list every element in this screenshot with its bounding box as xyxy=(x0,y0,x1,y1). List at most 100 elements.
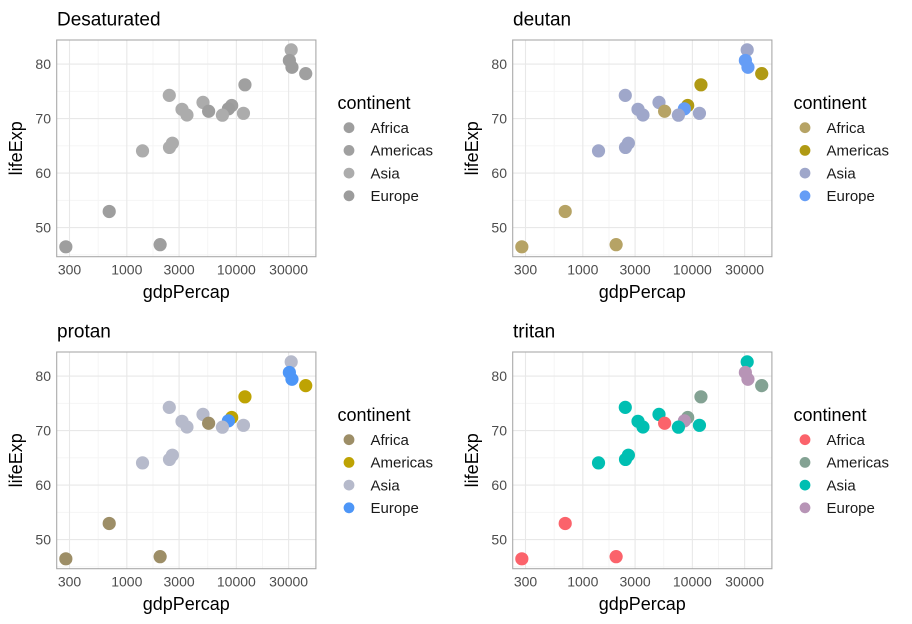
data-point-asia xyxy=(215,108,230,122)
y-tick-label: 50 xyxy=(491,220,507,236)
data-point-asia xyxy=(165,448,179,462)
x-tick-label: 10000 xyxy=(217,574,256,590)
data-point-africa xyxy=(153,238,167,252)
data-point-asia xyxy=(740,43,754,57)
data-point-asia xyxy=(621,448,635,462)
data-point-africa xyxy=(558,204,572,219)
legend-item-label: Americas xyxy=(827,455,890,472)
legend: continent Africa Americas Asia Europe xyxy=(338,93,434,205)
legend-item-label: Americas xyxy=(371,455,434,472)
y-axis-title: lifeExp xyxy=(6,121,26,175)
data-point-africa xyxy=(202,416,216,430)
legend-key-europe-icon xyxy=(799,190,811,202)
data-point-africa xyxy=(153,550,167,564)
y-axis-title: lifeExp xyxy=(462,433,482,487)
x-axis-title: gdpPercap xyxy=(599,282,686,302)
legend-item-label: Europe xyxy=(371,188,419,205)
x-axis-title: gdpPercap xyxy=(599,594,686,614)
x-tick-label: 10000 xyxy=(217,262,256,278)
y-tick-label: 50 xyxy=(35,220,51,236)
plot-border xyxy=(56,39,317,258)
legend-key-asia-icon xyxy=(799,167,811,179)
panel-title: tritan xyxy=(513,322,555,343)
x-tick-label: 1000 xyxy=(567,262,598,278)
legend-key-asia-icon xyxy=(343,167,355,179)
legend-item-label: Africa xyxy=(827,432,866,449)
legend-item-label: Americas xyxy=(827,143,890,160)
y-tick-label: 70 xyxy=(35,423,51,439)
data-point-asia xyxy=(236,418,251,432)
legend-item-label: Europe xyxy=(827,188,875,205)
y-tick-label: 60 xyxy=(35,477,51,493)
data-point-asia xyxy=(165,136,179,150)
legend-key-africa-icon xyxy=(799,122,811,134)
data-point-asia xyxy=(618,88,632,102)
legend-key-africa-icon xyxy=(343,434,355,446)
data-point-europe xyxy=(282,365,296,380)
data-point-americas xyxy=(694,78,708,92)
data-point-africa xyxy=(102,204,116,219)
plot-area xyxy=(512,40,772,257)
plot-area xyxy=(512,352,772,569)
legend-key-europe-icon xyxy=(343,502,355,514)
legend-key-africa-icon xyxy=(343,122,355,134)
data-point-asia xyxy=(162,88,176,102)
legend-key-asia-icon xyxy=(343,479,355,491)
y-tick-label: 50 xyxy=(491,532,507,548)
y-tick-label: 80 xyxy=(491,56,507,72)
data-point-africa xyxy=(658,416,672,430)
data-point-africa xyxy=(609,238,623,252)
x-tick-label: 3000 xyxy=(164,574,195,590)
y-tick-label: 60 xyxy=(491,165,507,181)
panel-plot-desaturated: 300 1000 3000 10000 30000 50 60 70 80 gdpPercap li… xyxy=(6,10,434,303)
x-tick-label: 1000 xyxy=(111,262,142,278)
legend-title: continent xyxy=(338,405,411,425)
x-tick-label: 30000 xyxy=(269,574,308,590)
x-axis-title: gdpPercap xyxy=(143,282,230,302)
data-point-americas xyxy=(238,390,252,404)
legend: continent Africa Americas Asia Europe xyxy=(794,93,890,205)
data-point-americas xyxy=(299,67,313,81)
x-tick-label: 3000 xyxy=(164,262,195,278)
y-axis-title: lifeExp xyxy=(6,433,26,487)
data-point-asia xyxy=(135,144,150,158)
legend-item-label: Asia xyxy=(371,165,401,182)
legend-key-europe-icon xyxy=(343,190,355,202)
legend-title: continent xyxy=(794,93,867,113)
data-point-asia xyxy=(284,43,298,57)
x-tick-label: 1000 xyxy=(111,574,142,590)
x-tick-label: 3000 xyxy=(620,574,651,590)
panel-desaturated: 300 1000 3000 10000 30000 50 60 70 80 gdpPercap li… xyxy=(0,0,456,312)
x-tick-label: 1000 xyxy=(567,574,598,590)
data-point-africa xyxy=(609,550,623,564)
legend-item-label: Americas xyxy=(371,143,434,160)
data-point-asia xyxy=(591,144,606,158)
data-point-africa xyxy=(102,516,116,531)
legend-item-label: Europe xyxy=(827,500,875,517)
x-tick-label: 10000 xyxy=(673,574,712,590)
panel-protan: 300 1000 3000 10000 30000 50 60 70 80 gdpPercap li… xyxy=(0,312,456,624)
legend-item-label: Asia xyxy=(827,477,857,494)
panel-plot-protan: 300 1000 3000 10000 30000 50 60 70 80 gdpPercap li… xyxy=(6,322,434,615)
legend-key-americas-icon xyxy=(343,145,355,156)
plot-area xyxy=(56,40,316,257)
panel-title: Desaturated xyxy=(57,10,161,31)
legend-key-asia-icon xyxy=(799,479,811,491)
x-axis-title: gdpPercap xyxy=(143,594,230,614)
panel-title: deutan xyxy=(513,10,571,31)
panel-plot-tritan: 300 1000 3000 10000 30000 50 60 70 80 gdpPercap li… xyxy=(462,322,890,615)
y-tick-label: 70 xyxy=(35,111,51,127)
y-tick-label: 60 xyxy=(491,477,507,493)
y-tick-label: 70 xyxy=(491,423,507,439)
legend-key-americas-icon xyxy=(343,457,355,468)
x-tick-label: 300 xyxy=(514,574,538,590)
panel-tritan: 300 1000 3000 10000 30000 50 60 70 80 gdpPercap li… xyxy=(456,312,912,624)
x-tick-label: 300 xyxy=(58,262,82,278)
legend-key-africa-icon xyxy=(799,434,811,446)
plot-border xyxy=(56,351,317,570)
data-point-asia xyxy=(671,420,686,434)
x-tick-label: 300 xyxy=(58,574,82,590)
legend-item-label: Africa xyxy=(371,120,410,137)
x-tick-label: 30000 xyxy=(725,574,764,590)
